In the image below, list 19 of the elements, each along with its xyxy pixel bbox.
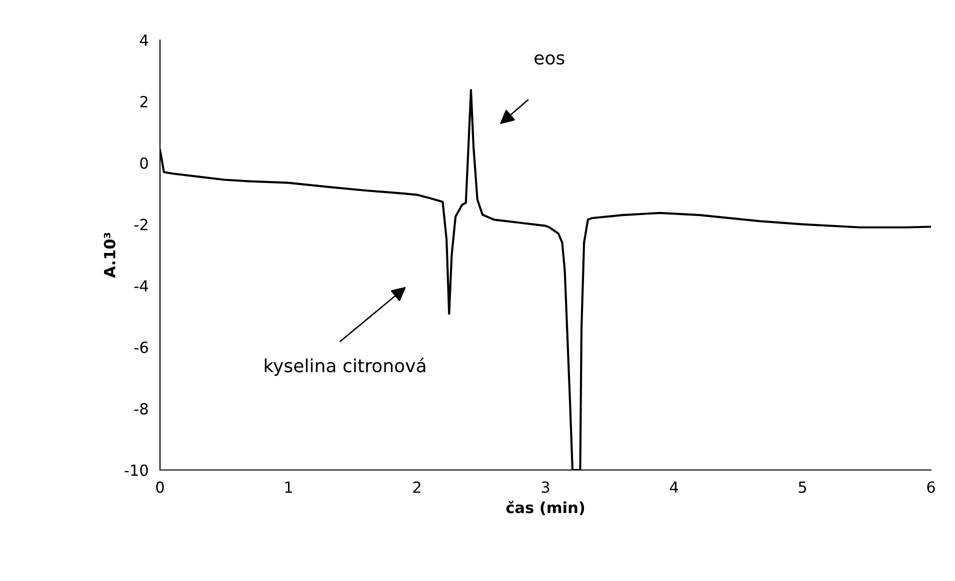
y-tick-label: -4 bbox=[134, 280, 148, 292]
x-axis-title: čas (min) bbox=[506, 500, 584, 516]
x-tick-label: 5 bbox=[798, 482, 806, 493]
y-tick-label: 2 bbox=[140, 96, 148, 108]
y-tick-label: -8 bbox=[134, 403, 148, 415]
x-tick-label: 2 bbox=[413, 481, 420, 493]
x-tick-label: 4 bbox=[670, 482, 678, 493]
y-tick-label: -6 bbox=[134, 342, 148, 354]
x-tick-label: 3 bbox=[542, 481, 550, 493]
x-tick-label: 0 bbox=[156, 481, 164, 493]
y-tick-label: 4 bbox=[140, 34, 148, 46]
y-tick-label: -10 bbox=[124, 464, 148, 476]
y-tick-label: -2 bbox=[134, 218, 148, 230]
annotation: kyselina citronová bbox=[264, 358, 426, 376]
annotation: eos bbox=[534, 54, 564, 65]
x-tick-label: 6 bbox=[927, 481, 935, 493]
y-tick-label: 0 bbox=[140, 157, 148, 169]
y-axis-title: A.10³ bbox=[104, 232, 116, 278]
x-tick-label: 1 bbox=[285, 482, 292, 493]
